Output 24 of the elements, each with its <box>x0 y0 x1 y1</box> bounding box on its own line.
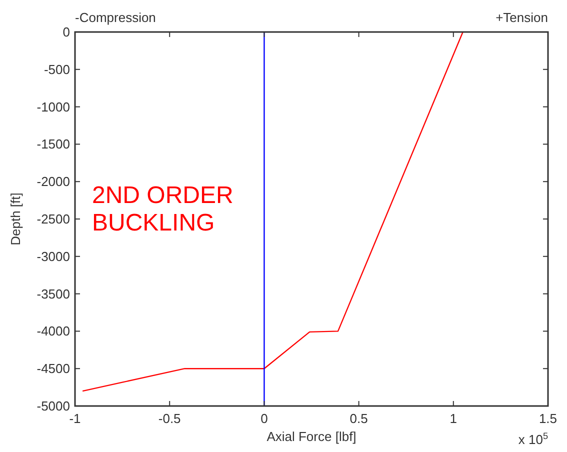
x-axis-title: Axial Force [lbf] <box>266 429 356 444</box>
y-tick-label: -1500 <box>36 136 70 152</box>
text: -Compression <box>75 10 156 25</box>
y-tick-label: -3500 <box>36 286 70 302</box>
annotation: 2ND ORDER BUCKLING <box>92 182 234 237</box>
y-tick-label: -2000 <box>36 174 70 190</box>
x-tick-label: 0 <box>260 411 268 426</box>
y-tick-label: -4500 <box>36 361 70 376</box>
x-tick-label: 1 <box>450 411 458 426</box>
y-tick-label: -1000 <box>36 99 70 114</box>
y-tick-label: -500 <box>44 62 70 77</box>
y-axis-title: Depth [ft] <box>8 192 23 246</box>
y-tick-label: -5000 <box>36 398 70 414</box>
y-tick-label: 0 <box>62 24 70 40</box>
line-series <box>82 31 464 392</box>
y-tick-label: -3000 <box>36 248 70 264</box>
x-tick-label: 0.5 <box>350 411 368 426</box>
text: +Tension <box>496 10 548 25</box>
x-tick-label: -1 <box>69 411 81 426</box>
x-tick-label: -0.5 <box>158 411 181 426</box>
text: x 10$^{5}$ <box>518 431 548 447</box>
x-tick-label: 1.5 <box>538 411 558 426</box>
y-tick-label: -4000 <box>36 324 70 339</box>
y-tick-label: -2500 <box>36 212 70 226</box>
